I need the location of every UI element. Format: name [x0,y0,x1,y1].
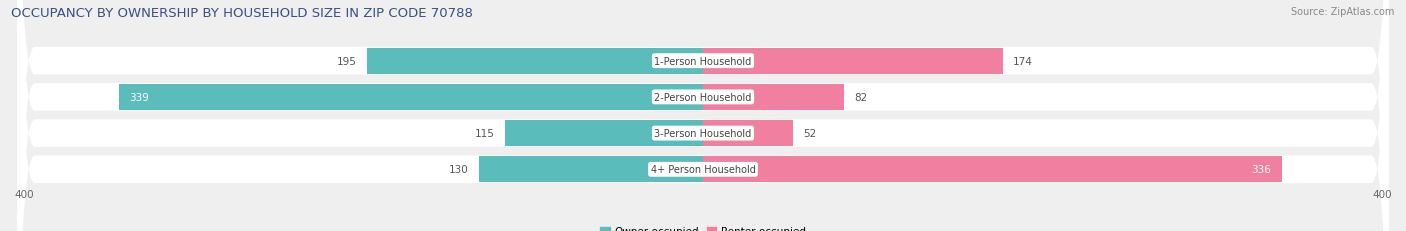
Text: 195: 195 [337,56,357,66]
Bar [479,157,703,182]
Text: 400: 400 [14,189,34,199]
FancyBboxPatch shape [17,0,1389,231]
Text: OCCUPANCY BY OWNERSHIP BY HOUSEHOLD SIZE IN ZIP CODE 70788: OCCUPANCY BY OWNERSHIP BY HOUSEHOLD SIZE… [11,7,474,20]
Bar [703,85,844,110]
Text: 400: 400 [1372,189,1392,199]
Bar [505,121,703,146]
Text: 115: 115 [475,128,495,139]
Text: 4+ Person Household: 4+ Person Household [651,165,755,175]
Bar [367,49,703,74]
Bar [703,157,1282,182]
Text: 3-Person Household: 3-Person Household [654,128,752,139]
Text: 82: 82 [855,92,868,103]
Bar [703,49,1002,74]
Text: 336: 336 [1251,165,1271,175]
Bar [703,121,793,146]
Legend: Owner-occupied, Renter-occupied: Owner-occupied, Renter-occupied [596,222,810,231]
FancyBboxPatch shape [17,0,1389,231]
Text: 1-Person Household: 1-Person Household [654,56,752,66]
Text: 174: 174 [1012,56,1033,66]
Text: 339: 339 [129,92,149,103]
Text: 130: 130 [449,165,468,175]
Text: Source: ZipAtlas.com: Source: ZipAtlas.com [1291,7,1395,17]
Text: 52: 52 [803,128,815,139]
Bar [120,85,703,110]
Text: 2-Person Household: 2-Person Household [654,92,752,103]
FancyBboxPatch shape [17,0,1389,231]
FancyBboxPatch shape [17,0,1389,231]
